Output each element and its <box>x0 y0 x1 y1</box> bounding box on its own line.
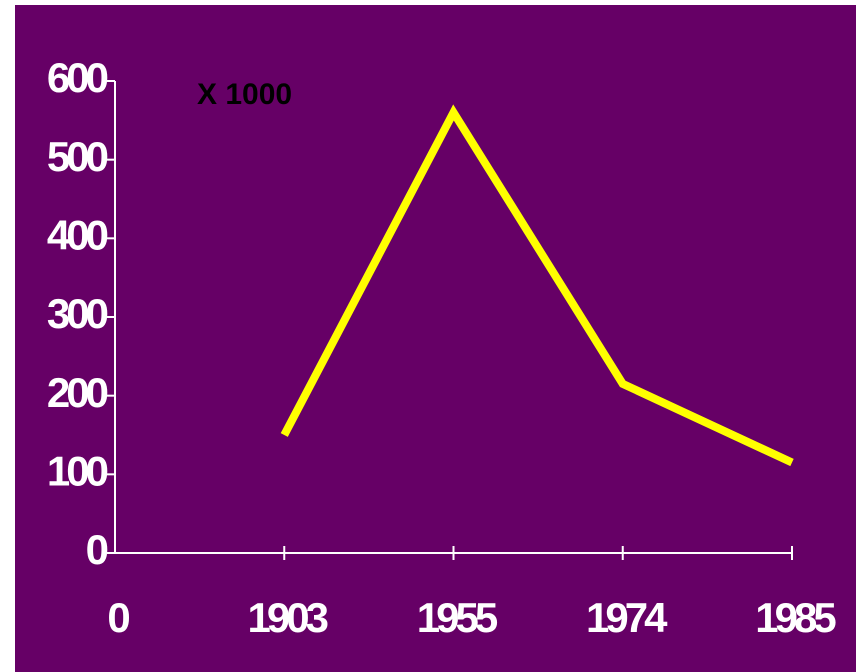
x-tick-label: 1903 <box>248 594 328 641</box>
y-tick-label: 200 <box>47 369 108 416</box>
y-tick-label: 600 <box>47 54 108 101</box>
background <box>15 5 856 672</box>
y-tick-label: 300 <box>47 290 108 337</box>
x-tick-label: 1955 <box>417 594 498 641</box>
y-tick-label: 500 <box>47 133 108 180</box>
y-tick-label: 100 <box>47 447 108 494</box>
data-line <box>280 104 794 467</box>
x-tick-label: 1974 <box>586 594 668 641</box>
y-tick-label: 400 <box>47 211 108 258</box>
x-tick-label: 0 <box>107 594 129 641</box>
y-tick-label: 0 <box>86 526 108 573</box>
x-tick-label: 1985 <box>755 594 836 641</box>
annotation: X 1000 <box>197 78 292 111</box>
